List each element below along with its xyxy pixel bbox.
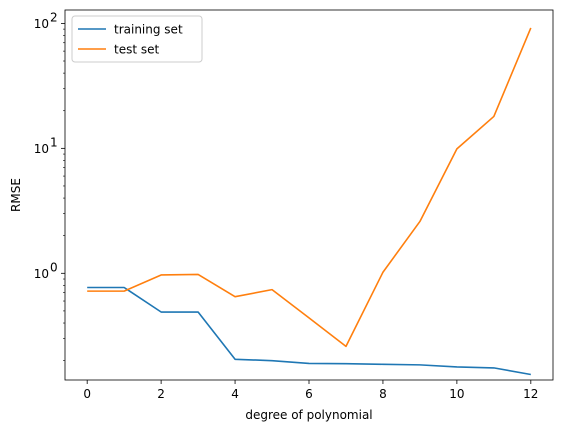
y-tick-label: 10 [34,17,49,31]
x-tick-label: 12 [523,387,538,401]
y-tick-label: 10 [34,267,49,281]
series-line-0 [87,286,531,376]
y-axis-label: RMSE [9,178,23,212]
y-tick-exponent: 2 [50,10,58,24]
legend-label-1: test set [114,43,159,57]
x-tick-label: 4 [231,387,239,401]
x-tick-label: 2 [157,387,165,401]
x-tick-label: 6 [305,387,313,401]
y-tick-exponent: 0 [50,260,58,274]
legend-label-0: training set [114,23,183,37]
x-tick-label: 0 [83,387,91,401]
y-tick-label: 10 [34,142,49,156]
series-layer [87,27,532,376]
x-axis: 0 2 4 6 8 10 12 [83,380,538,401]
legend-box [71,15,203,63]
axes-frame [64,9,554,381]
y-tick-exponent: 1 [50,135,58,149]
x-tick-label: 8 [379,387,387,401]
x-tick-label: 10 [449,387,464,401]
legend: training set test set [71,15,203,63]
x-axis-label: degree of polynomial [245,408,372,422]
series-line-1 [87,27,532,348]
